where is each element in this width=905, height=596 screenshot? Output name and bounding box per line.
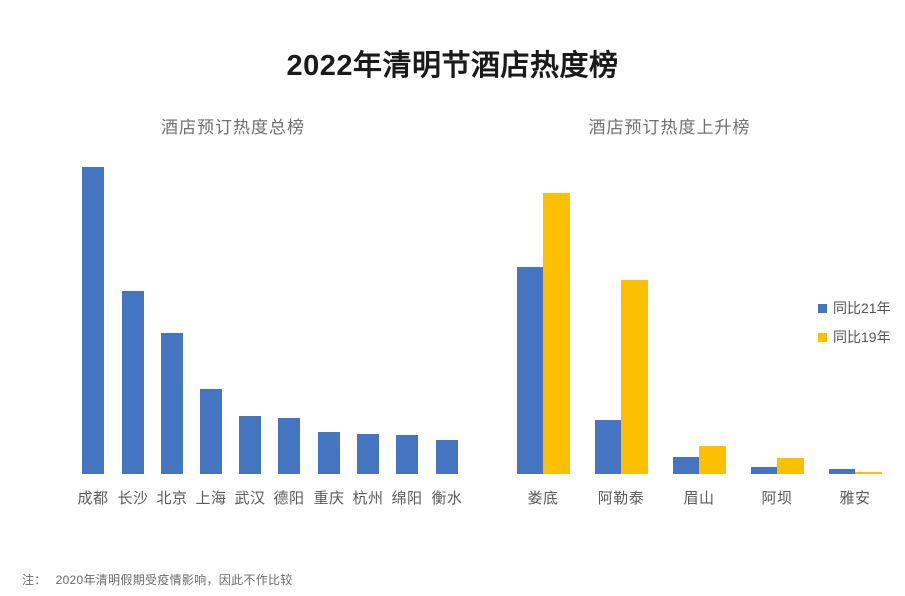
category-label: 阿坝	[761, 490, 793, 507]
legend-square-yellow	[818, 332, 827, 342]
bar	[751, 467, 777, 474]
category-label: 长沙	[117, 490, 149, 507]
bar	[855, 472, 882, 474]
bar	[357, 434, 379, 474]
category-label: 武汉	[234, 490, 266, 507]
category-label: 成都	[77, 490, 109, 507]
legend-label: 同比21年	[833, 300, 891, 316]
category-label: 眉山	[683, 490, 715, 507]
chart-panel-total: 酒店预订热度总榜 成都 长沙 北京 上海 武汉 德阳 重庆 杭州 绵阳 衡水	[18, 105, 488, 560]
bar	[829, 469, 855, 474]
footnote-label: 注：	[22, 573, 47, 587]
category-label: 杭州	[352, 490, 384, 507]
bar	[673, 457, 699, 474]
chart-subtitle-rising: 酒店预订热度上升榜	[588, 118, 751, 137]
chart-subtitle-total: 酒店预订热度总榜	[161, 118, 305, 137]
category-label: 德阳	[273, 490, 305, 507]
bar	[200, 389, 222, 474]
chart-panel-rising: 酒店预订热度上升榜 娄底 阿勒泰 眉山 阿坝 雅安	[490, 105, 905, 560]
category-label: 衡水	[431, 490, 463, 507]
bar	[621, 280, 648, 474]
footnote: 注： 2020年清明假期受疫情影响，因此不作比较	[22, 571, 293, 588]
category-label: 北京	[156, 490, 188, 507]
legend-label: 同比19年	[833, 329, 891, 345]
footnote-text: 2020年清明假期受疫情影响，因此不作比较	[55, 573, 293, 587]
category-label: 雅安	[839, 490, 871, 507]
category-label: 绵阳	[391, 490, 423, 507]
bar	[517, 267, 543, 474]
bar	[396, 435, 418, 474]
chart-legend: 同比21年同比19年	[818, 298, 891, 347]
category-label: 重庆	[313, 490, 345, 507]
category-label: 阿勒泰	[597, 490, 645, 507]
bar	[595, 420, 621, 474]
bar	[122, 291, 144, 474]
category-label: 上海	[195, 490, 227, 507]
bar	[239, 416, 261, 474]
bar	[543, 193, 570, 474]
legend-item[interactable]: 同比19年	[818, 327, 891, 347]
bar	[82, 167, 104, 474]
bar	[318, 432, 340, 474]
legend-item[interactable]: 同比21年	[818, 298, 891, 318]
bar	[278, 418, 300, 474]
plot-area-total: 成都 长沙 北京 上海 武汉 德阳 重庆 杭州 绵阳 衡水	[18, 105, 488, 560]
bar	[777, 458, 804, 474]
bar	[699, 446, 726, 474]
category-label: 娄底	[527, 490, 559, 507]
legend-square-blue	[818, 303, 827, 313]
plot-area-rising: 娄底 阿勒泰 眉山 阿坝 雅安	[490, 105, 905, 560]
bar	[436, 440, 458, 474]
page-title: 2022年清明节酒店热度榜	[286, 50, 619, 82]
bar	[161, 333, 183, 474]
